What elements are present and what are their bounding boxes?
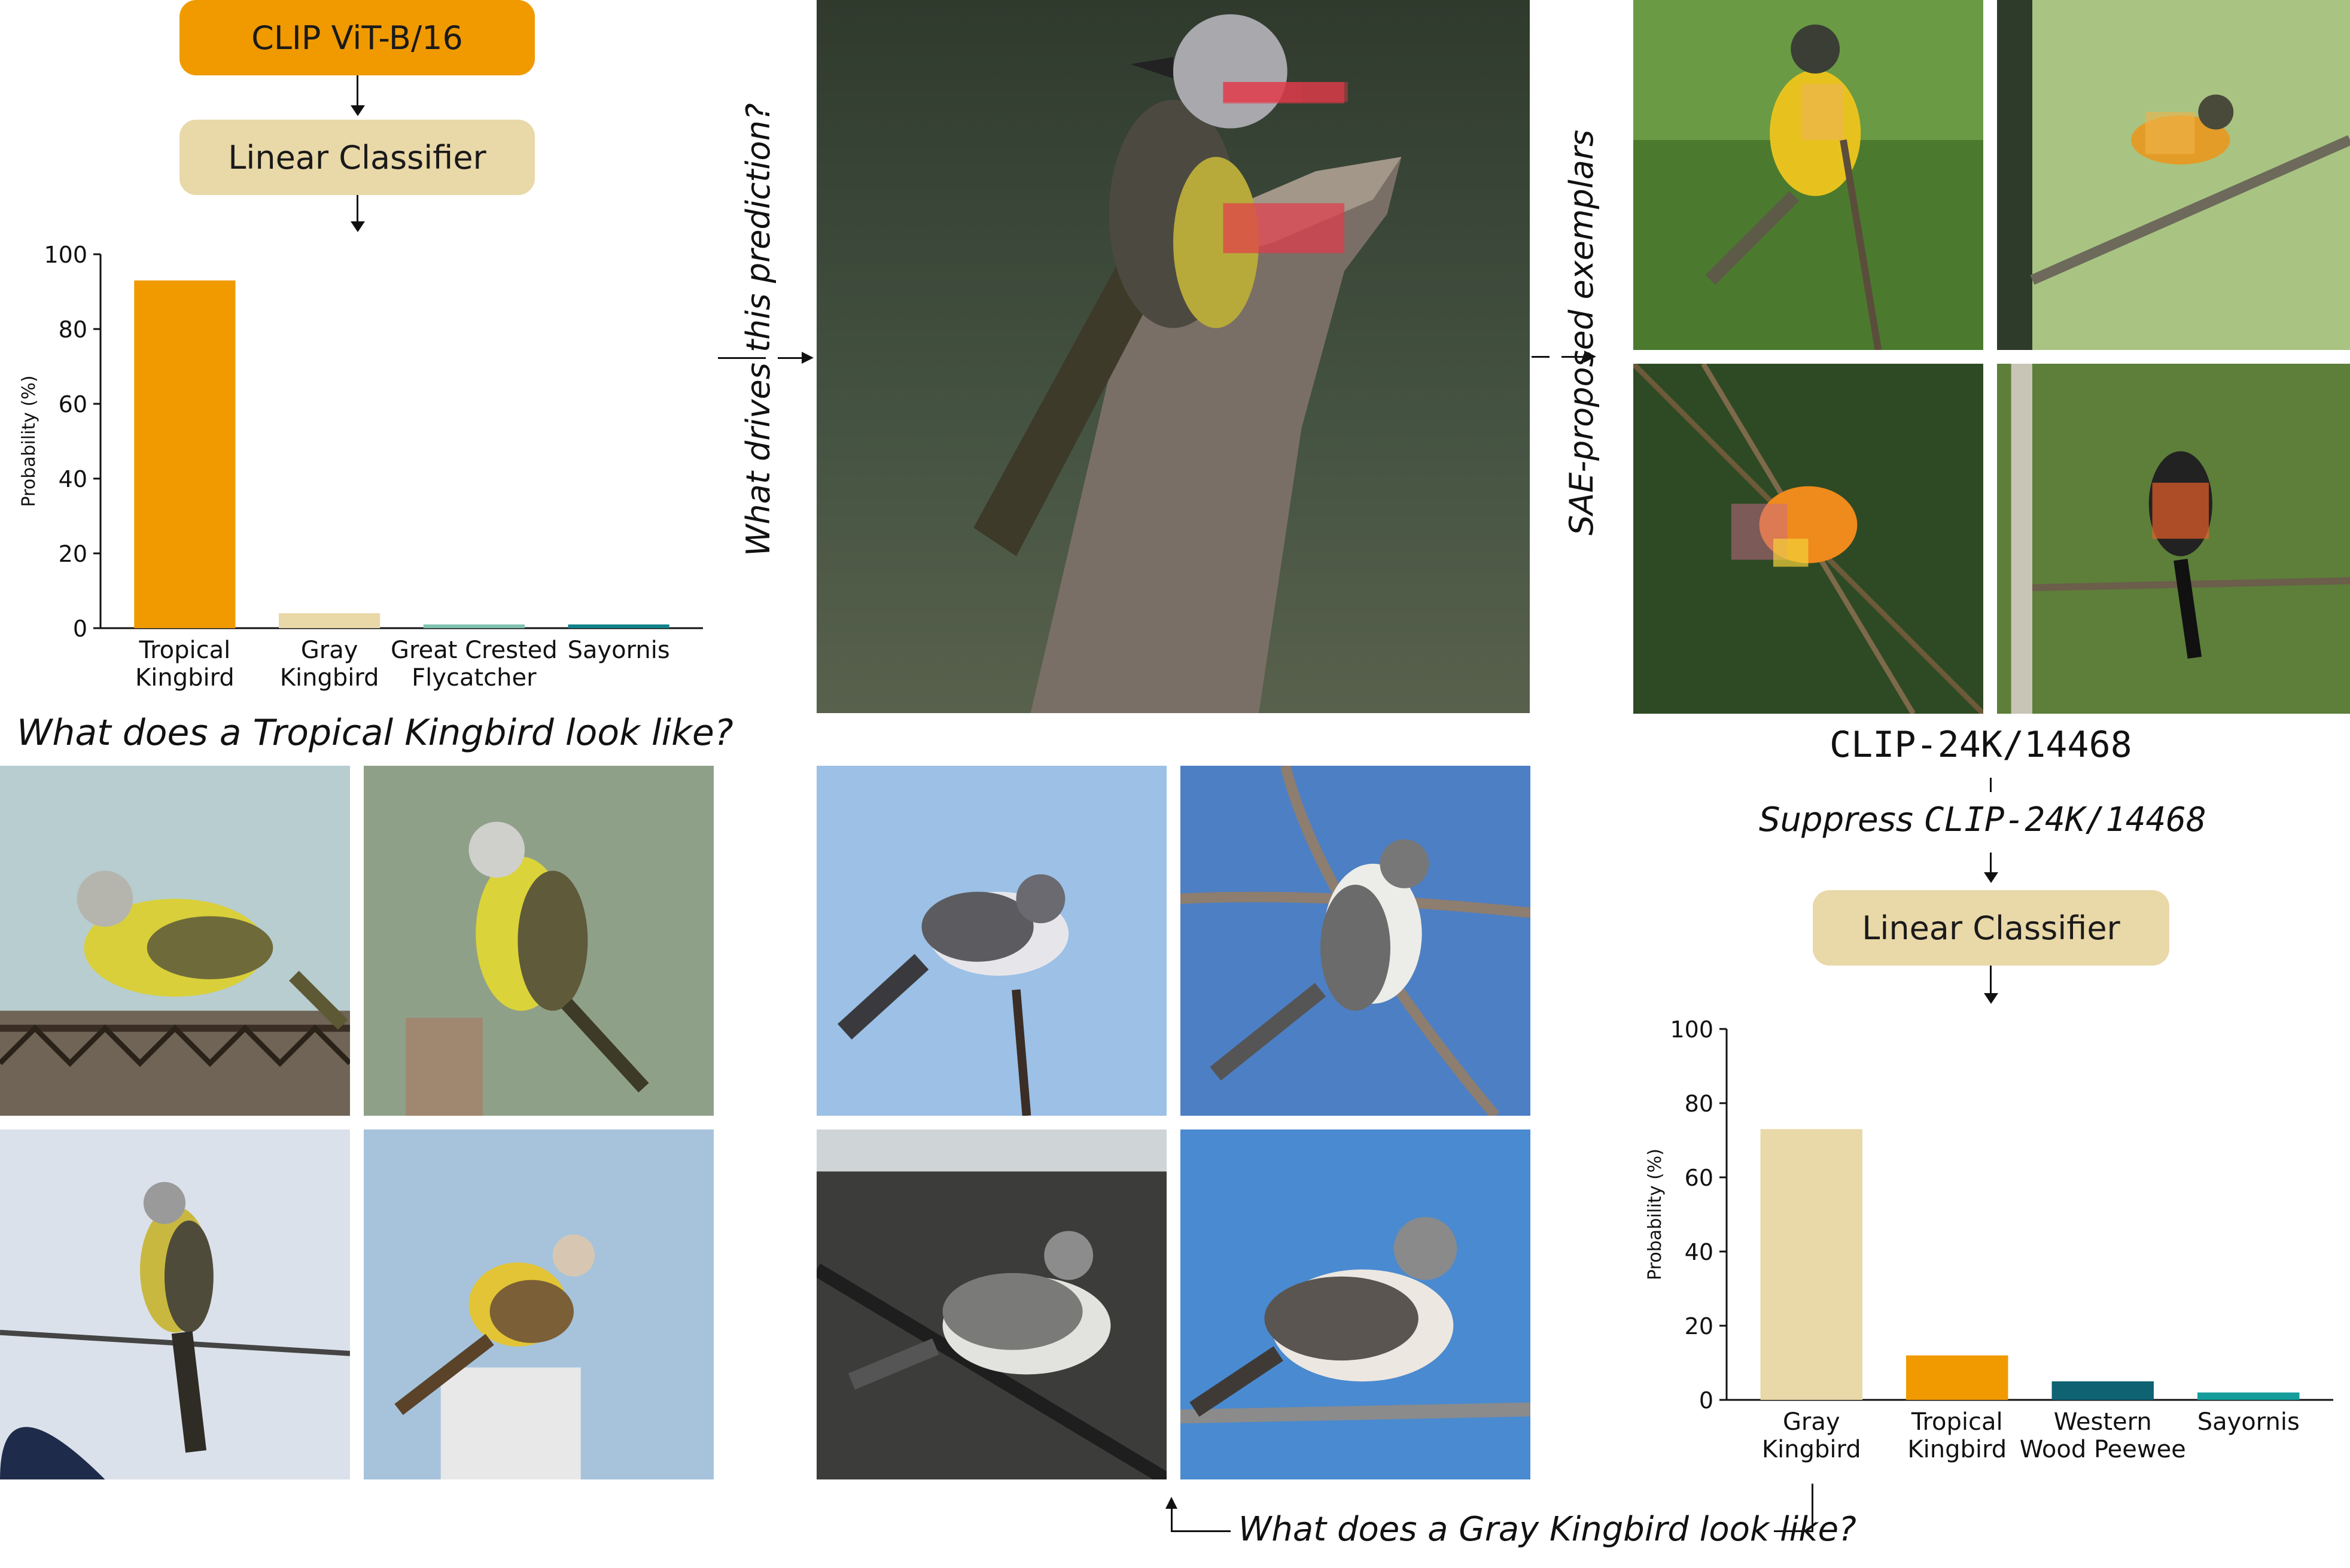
category-label: Sayornis (568, 637, 670, 664)
category-label: Kingbird (135, 664, 235, 692)
tropical-kingbird-photo-3 (0, 1129, 350, 1479)
suppress-row: Suppress CLIP-24K/14468 (1759, 800, 2206, 839)
y-tick-label: 100 (44, 242, 87, 268)
y-tick-label: 40 (59, 466, 87, 492)
category-label: Great Crested (391, 637, 558, 664)
arrow-line (1990, 852, 1992, 875)
bar (2051, 1381, 2154, 1400)
arrow-line (1990, 778, 1992, 792)
arrow-head (802, 352, 814, 364)
gray-kingbird-photo-2 (1180, 766, 1530, 1116)
arrow-line (1561, 356, 1585, 358)
y-axis-label: Probability (%) (19, 375, 39, 507)
gray-kingbird-photo-4 (1180, 1129, 1530, 1479)
category-label: Kingbird (1907, 1436, 2007, 1463)
suppress-feature: CLIP-24K/14468 (1923, 800, 2206, 839)
model-box-label: CLIP ViT-B/16 (251, 19, 463, 57)
sae-exemplar-2 (1997, 0, 2350, 350)
arrow-to-main-photo (718, 357, 766, 359)
classifier-top-label: Linear Classifier (228, 138, 486, 176)
bar (134, 280, 236, 628)
category-label: Kingbird (1762, 1436, 1861, 1463)
bar (279, 613, 380, 628)
gray-kingbird-photo-3 (817, 1129, 1167, 1479)
connector-line (1812, 1484, 1813, 1532)
bar (2197, 1392, 2300, 1400)
connector-line (1774, 1530, 1813, 1532)
classifier-box-top: Linear Classifier (179, 120, 535, 195)
main-bird-photo (817, 0, 1530, 713)
prediction-question: What drives this prediction? (739, 103, 777, 556)
connector-line (1171, 1508, 1173, 1532)
y-tick-label: 20 (1685, 1313, 1713, 1339)
category-label: Tropical (139, 637, 231, 664)
tropical-kingbird-photo-4 (364, 1129, 714, 1479)
sae-exemplar-4 (1997, 364, 2350, 714)
y-tick-label: 0 (73, 616, 87, 642)
arrow-head (351, 221, 365, 232)
arrow-head-up (1165, 1497, 1177, 1509)
feature-id: CLIP-24K/14468 (1830, 724, 2132, 766)
gray-kingbird-photo-1 (817, 766, 1167, 1116)
arrow-classifier-to-chart (357, 195, 358, 225)
arrow-head (1984, 993, 1998, 1004)
suppress-prefix: Suppress (1759, 800, 1913, 839)
gray-question: What does a Gray Kingbird look like? (1238, 1510, 1856, 1549)
sae-exemplar-3 (1633, 364, 1983, 714)
y-tick-label: 80 (59, 316, 87, 343)
y-tick-label: 60 (59, 391, 87, 418)
category-label: Gray (301, 637, 358, 664)
tropical-kingbird-photo-1 (0, 766, 350, 1116)
y-tick-label: 20 (59, 541, 87, 567)
arrow-model-to-classifier (357, 75, 358, 108)
bar (568, 624, 669, 628)
category-label: Sayornis (2197, 1408, 2300, 1436)
bar (1906, 1355, 2008, 1400)
arrow-head (1984, 872, 1998, 883)
category-label: Gray (1783, 1408, 1840, 1436)
arrow-line (1532, 356, 1550, 358)
category-label: Western (2054, 1408, 2152, 1436)
y-tick-label: 60 (1685, 1165, 1713, 1191)
tropical-kingbird-photo-2 (364, 766, 714, 1116)
y-tick-label: 40 (1685, 1239, 1713, 1265)
tropical-question: What does a Tropical Kingbird look like? (17, 712, 733, 754)
classifier-box-bottom: Linear Classifier (1813, 890, 2169, 966)
y-tick-label: 100 (1670, 1016, 1713, 1043)
category-label: Kingbird (280, 664, 379, 692)
sae-exemplar-1 (1633, 0, 1983, 350)
bar (1760, 1129, 1862, 1400)
category-label: Tropical (1911, 1408, 2003, 1436)
sae-label: SAE-proposed exemplars (1563, 129, 1600, 535)
y-tick-label: 0 (1699, 1387, 1713, 1414)
classifier-bottom-label: Linear Classifier (1862, 909, 2120, 947)
y-tick-label: 80 (1685, 1091, 1713, 1117)
y-axis-label: Probability (%) (1645, 1149, 1666, 1280)
connector-line (1171, 1530, 1231, 1532)
bar (423, 624, 525, 628)
arrow-line (1990, 966, 1992, 995)
arrow-head (351, 105, 365, 116)
model-box: CLIP ViT-B/16 (179, 0, 535, 75)
category-label: Flycatcher (412, 664, 537, 692)
arrow-head (1584, 351, 1596, 363)
category-label: Wood Peewee (2020, 1436, 2186, 1463)
arrow-line (778, 357, 802, 359)
